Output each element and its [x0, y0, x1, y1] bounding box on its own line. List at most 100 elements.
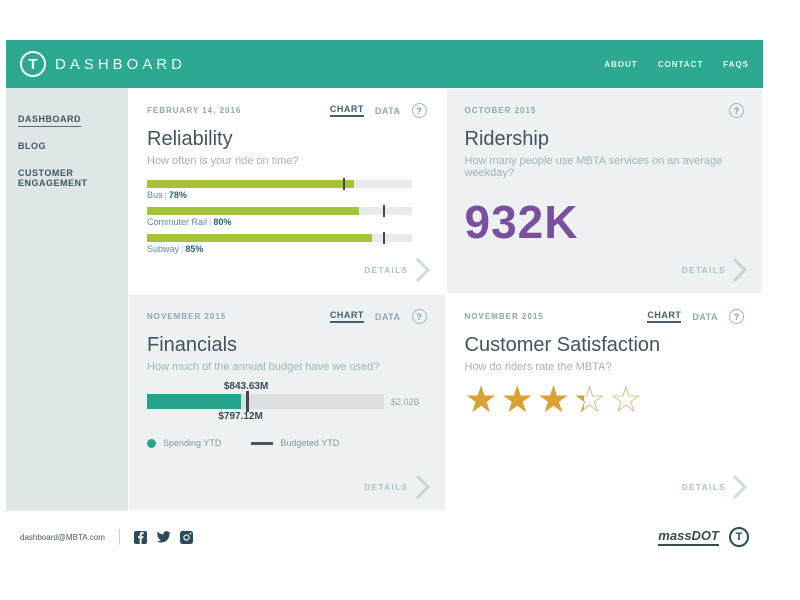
details-label: DETAILS — [364, 265, 409, 275]
star-rating: ☆★☆★☆★☆★☆★ — [465, 381, 745, 418]
reliability-bar-chart: Bus | 78% Commuter Rail | 80% — [147, 178, 412, 254]
logo-letter: T — [28, 55, 38, 73]
chevron-right-icon — [732, 474, 747, 500]
budgeted-line-icon — [251, 441, 274, 445]
details-link[interactable]: DETAILS — [682, 474, 747, 500]
footer-divider — [118, 529, 120, 545]
top-nav: ABOUT CONTACT FAQS — [604, 60, 749, 69]
sidebar-item-label: DASHBOARD — [18, 114, 81, 127]
site-title: DASHBOARD — [55, 55, 187, 73]
target-tick-icon — [382, 232, 385, 244]
nav-contact[interactable]: CONTACT — [657, 59, 704, 69]
chevron-right-icon — [732, 257, 747, 283]
card-date: OCTOBER 2015 — [464, 106, 537, 115]
tab-chart[interactable]: CHART — [647, 310, 682, 323]
help-icon[interactable]: ? — [729, 309, 744, 324]
social-links — [133, 530, 193, 544]
footer-logos: massDOT T — [658, 527, 749, 547]
star-icon: ☆★ — [500, 378, 537, 421]
spending-bar-fill — [147, 394, 241, 409]
card-tabs: CHART DATA ? — [647, 309, 744, 324]
financials-bar-chart: $843.63M $2.02B $797.12M — [147, 381, 427, 448]
chevron-right-icon — [415, 257, 430, 283]
reliability-card: FEBRUARY 14, 2016 CHART DATA ? Reliabili… — [128, 88, 446, 294]
bar-label: Bus | 78% — [147, 190, 187, 200]
main-area: DASHBOARD BLOG CUSTOMER ENGAGEMENT FEBRU… — [6, 88, 763, 511]
budgeted-label-row: $843.63M — [147, 381, 384, 394]
card-header: OCTOBER 2015 ? — [464, 102, 744, 119]
bar-row-subway: Subway | 85% — [147, 232, 412, 254]
bar-label: Subway | 85% — [147, 244, 204, 254]
nav-about[interactable]: ABOUT — [604, 59, 638, 69]
tab-data[interactable]: DATA — [374, 311, 401, 322]
twitter-icon[interactable] — [156, 530, 171, 544]
sidebar-item-blog[interactable]: BLOG — [18, 141, 128, 151]
card-title: Reliability — [147, 128, 233, 150]
details-label: DETAILS — [364, 482, 409, 492]
budgeted-tick-icon — [246, 391, 250, 412]
star-icon: ☆★ — [536, 378, 574, 421]
ridership-card: OCTOBER 2015 ? Ridership How many people… — [445, 88, 763, 294]
tab-chart[interactable]: CHART — [329, 104, 364, 117]
ridership-value: 932K — [464, 196, 579, 248]
target-tick-icon — [382, 205, 385, 217]
legend-label: Budgeted YTD — [280, 438, 340, 448]
star-icon: ☆★ — [573, 378, 610, 421]
mbta-t-logo-icon: T — [20, 51, 46, 77]
chart-legend: Spending YTD Budgeted YTD — [147, 438, 427, 448]
bar-track — [147, 205, 412, 217]
tab-data[interactable]: DATA — [692, 311, 718, 322]
help-icon[interactable]: ? — [411, 309, 427, 324]
legend-label: Spending YTD — [163, 438, 222, 448]
budget-bar-track — [147, 391, 384, 412]
sidebar-item-customer-engagement[interactable]: CUSTOMER ENGAGEMENT — [18, 168, 128, 188]
spending-label-row: $797.12M — [147, 411, 384, 424]
card-subtitle: How do riders rate the MBTA? — [464, 361, 612, 373]
star-icon: ☆★ — [464, 378, 501, 421]
card-header: FEBRUARY 14, 2016 CHART DATA ? — [147, 102, 427, 119]
massdot-logo: massDOT — [658, 528, 719, 546]
bar-track — [147, 232, 412, 244]
help-icon[interactable]: ? — [411, 103, 427, 118]
card-header: NOVEMBER 2015 CHART DATA ? — [147, 308, 427, 325]
bar-track — [147, 178, 412, 190]
card-subtitle: How often is your ride on time? — [147, 155, 299, 167]
details-link[interactable]: DETAILS — [682, 257, 747, 283]
facebook-icon[interactable] — [133, 530, 147, 544]
card-tabs: CHART DATA ? — [329, 103, 427, 118]
card-title: Customer Satisfaction — [464, 334, 661, 356]
legend-spending: Spending YTD — [147, 438, 221, 448]
star-icon: ☆★ — [609, 378, 646, 421]
tab-data[interactable]: DATA — [374, 105, 401, 116]
sidebar-item-dashboard[interactable]: DASHBOARD — [18, 114, 128, 127]
help-icon[interactable]: ? — [729, 103, 744, 118]
sidebar-item-label: BLOG — [18, 141, 46, 151]
instagram-icon[interactable] — [179, 530, 193, 544]
card-date: NOVEMBER 2015 — [147, 312, 227, 321]
bar-fill — [147, 180, 354, 188]
chevron-right-icon — [415, 474, 430, 500]
budgeted-ytd-value: $843.63M — [223, 381, 269, 392]
total-budget-value: $2.02B — [391, 396, 420, 407]
target-tick-icon — [343, 178, 346, 190]
bar-label: Commuter Rail | 80% — [147, 217, 232, 227]
spending-ytd-value: $797.12M — [218, 411, 263, 422]
card-subtitle: How much of the annual budget have we us… — [147, 361, 380, 373]
details-link[interactable]: DETAILS — [364, 257, 430, 283]
card-date: NOVEMBER 2015 — [464, 312, 544, 321]
site-footer: dashboard@MBTA.com massDOT T — [6, 511, 763, 563]
site-header: T DASHBOARD ABOUT CONTACT FAQS — [6, 40, 763, 88]
details-link[interactable]: DETAILS — [364, 474, 430, 500]
logo-letter: T — [735, 531, 743, 543]
contact-email[interactable]: dashboard@MBTA.com — [20, 532, 105, 542]
site: T DASHBOARD ABOUT CONTACT FAQS DASHBOARD… — [6, 40, 763, 563]
bar-fill — [147, 207, 359, 215]
details-label: DETAILS — [681, 482, 726, 492]
nav-faqs[interactable]: FAQS — [723, 59, 749, 69]
card-tabs: ? — [729, 103, 744, 118]
card-subtitle: How many people use MBTA services on an … — [464, 155, 723, 179]
customer-satisfaction-card: NOVEMBER 2015 CHART DATA ? Customer Sati… — [445, 294, 763, 511]
card-tabs: CHART DATA ? — [329, 309, 427, 324]
tab-chart[interactable]: CHART — [329, 310, 364, 323]
